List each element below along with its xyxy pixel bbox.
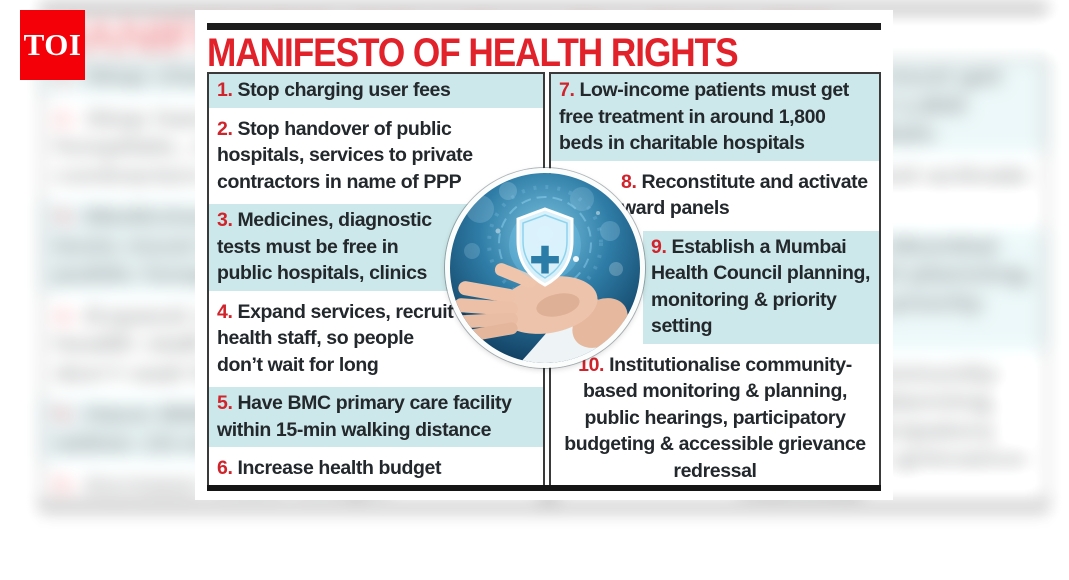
infographic-panel: MANIFESTO OF HEALTH RIGHTS 1.Stop chargi…: [195, 10, 893, 500]
item-number: 9.: [651, 235, 667, 258]
manifesto-item: 9.Establish a Mumbai Health Council plan…: [643, 230, 879, 344]
item-number: 2.: [53, 106, 78, 131]
item-number: 7.: [559, 79, 575, 101]
item-text: Expand services, recruit health staff, s…: [217, 300, 454, 376]
toi-logo-text: TOI: [23, 27, 82, 62]
item-number: 5.: [217, 392, 233, 415]
item-text: Low-income patients must get free treatm…: [559, 79, 849, 155]
manifesto-item: 5.Have BMC primary care facility within …: [209, 387, 543, 448]
manifesto-item: 7.Low-income patients must get free trea…: [551, 74, 879, 161]
item-number: 8.: [621, 170, 637, 193]
item-text: Have BMC primary care facility within 15…: [217, 392, 512, 441]
item-number: 3.: [217, 209, 233, 232]
manifesto-item: 1.Stop charging user fees: [209, 74, 543, 108]
item-text: Institutionalise community-based monitor…: [564, 353, 866, 482]
item-number: 4.: [53, 304, 78, 329]
bottom-black-bar: [207, 485, 881, 491]
item-number: 1.: [217, 79, 233, 101]
manifesto-item: 10.Institutionalise community-based moni…: [551, 349, 879, 487]
toi-logo: TOI: [20, 10, 85, 80]
item-number: 2.: [217, 117, 233, 140]
item-number: 4.: [217, 300, 233, 323]
item-text: Stop charging user fees: [237, 79, 451, 101]
top-black-bar: [207, 23, 881, 30]
item-text: Stop handover of public hospitals, servi…: [217, 117, 473, 193]
item-number: 6.: [53, 473, 78, 498]
headline: MANIFESTO OF HEALTH RIGHTS: [207, 31, 739, 75]
hand-holding-shield-illustration: ✚: [450, 173, 640, 363]
bottom-black-bar: [38, 503, 1050, 510]
health-shield-photo: ✚: [445, 168, 645, 368]
manifesto-item: 6.Increase health budget: [209, 452, 543, 486]
item-number: 5.: [53, 403, 78, 427]
item-text: Increase health budget: [237, 457, 442, 480]
item-text: Reconstitute and activate ward panels: [621, 170, 868, 220]
item-text: Medicines, diagnostic tests must be free…: [217, 209, 432, 285]
medical-cross-glyph: ✚: [529, 239, 561, 283]
item-number: 3.: [53, 205, 78, 230]
item-text: Establish a Mumbai Health Council planni…: [651, 235, 870, 338]
item-number: 6.: [217, 457, 233, 480]
